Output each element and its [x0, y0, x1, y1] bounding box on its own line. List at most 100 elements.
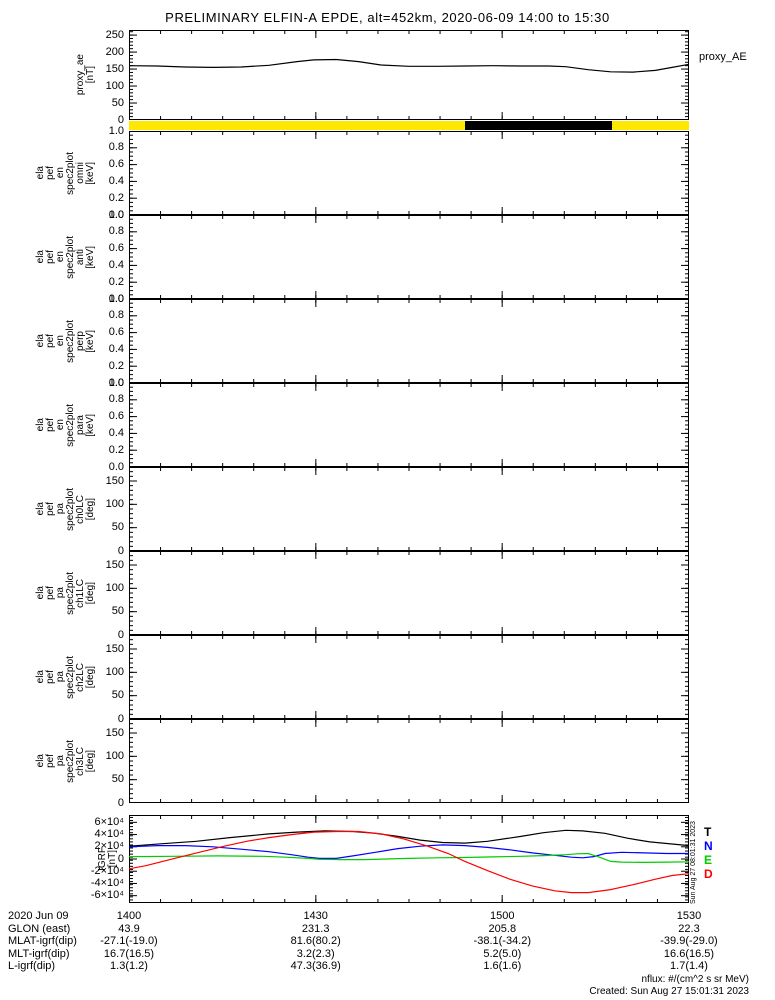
panel-label-line: [deg] — [85, 581, 96, 605]
ytick-label-pa_spec_ch1LC: 150 — [105, 558, 124, 571]
ytick-label-en_spec_para: 0.6 — [108, 410, 124, 423]
ytick-label-igrf: 0 — [117, 852, 124, 865]
panel-frame — [129, 299, 689, 383]
table-cell-time-1430: 1430 — [303, 910, 328, 922]
panel-pa_spec_ch2LC — [129, 635, 689, 719]
ytick-label-pa_spec_ch2LC: 150 — [105, 642, 124, 655]
table-cell-mlat-1430: 81.6(80.2) — [290, 935, 341, 947]
panel-label-line: [keV] — [85, 329, 96, 353]
ytick-label-en_spec_para: 0.0 — [108, 460, 124, 473]
ytick-label-en_spec_para: 0.4 — [108, 426, 124, 439]
ytick-label-igrf: -2×10⁴ — [90, 864, 124, 877]
ytick-label-pa_spec_ch2LC: 50 — [111, 689, 124, 702]
panel-en_spec_perp — [129, 299, 689, 383]
table-cell-glon-1430: 231.3 — [301, 922, 330, 935]
series-E — [129, 852, 689, 864]
panel-frame — [129, 131, 689, 215]
ytick-label-en_spec_omni: 0.8 — [108, 141, 124, 154]
table-cell-time-1400: 1400 — [116, 910, 142, 922]
panel-proxy_ae — [129, 30, 689, 120]
ytick-label-en_spec_anti: 0.6 — [108, 242, 124, 255]
plot-title: PRELIMINARY ELFIN-A EPDE, alt=452km, 202… — [165, 10, 610, 25]
ytick-label-proxy_ae: 150 — [105, 62, 124, 75]
panel-label-line: [nT] — [107, 850, 118, 868]
panel-frame — [129, 635, 689, 719]
panel-label-line: [keV] — [85, 245, 96, 269]
ytick-label-pa_spec_ch0LC: 0 — [117, 544, 124, 557]
table-row-label: MLAT-igrf(dip) — [8, 935, 77, 947]
ytick-label-en_spec_omni: 0.6 — [108, 158, 124, 171]
series-proxy_AE — [129, 58, 689, 73]
ytick-label-pa_spec_ch0LC: 100 — [105, 497, 124, 510]
ytick-label-en_spec_perp: 0.0 — [108, 376, 124, 389]
ytick-label-pa_spec_ch1LC: 100 — [105, 581, 124, 594]
table-cell-glon-1500: 205.8 — [488, 922, 517, 935]
panel-en_spec_para — [129, 383, 689, 467]
ytick-label-en_spec_anti: 0.8 — [108, 225, 124, 238]
ytick-label-igrf: -4×10⁴ — [90, 876, 124, 889]
ytick-label-proxy_ae: 100 — [105, 79, 124, 92]
panel-label-line: [deg] — [85, 665, 96, 689]
series-N — [129, 844, 689, 860]
series-T — [129, 829, 689, 847]
panel-frame — [129, 383, 689, 467]
ytick-label-en_spec_para: 0.8 — [108, 393, 124, 406]
table-cell-mlt-1530: 16.6(16.5) — [663, 947, 715, 960]
legend-letter-D: D — [704, 867, 713, 881]
panel-frame — [129, 467, 689, 551]
fast-segment — [129, 121, 465, 130]
table-cell-l-1400: 1.3(1.2) — [110, 960, 148, 972]
panel-frame — [129, 815, 689, 903]
ytick-label-en_spec_omni: 1.0 — [108, 124, 124, 137]
ytick-label-pa_spec_ch2LC: 100 — [105, 665, 124, 678]
panel-label-line: [keV] — [85, 161, 96, 185]
panel-label-line: [nT] — [85, 66, 96, 84]
panel-frame — [129, 215, 689, 299]
ytick-label-en_spec_perp: 0.2 — [108, 359, 124, 372]
table-cell-mlt-1500: 5.2(5.0) — [483, 947, 522, 960]
table-cell-glon-1400: 43.9 — [118, 922, 140, 935]
ytick-label-pa_spec_ch3LC: 100 — [105, 749, 124, 762]
ytick-label-en_spec_omni: 0.0 — [108, 208, 124, 221]
fast-segment — [465, 121, 612, 130]
legend-letter-N: N — [704, 839, 713, 853]
ytick-label-igrf: 6×10⁴ — [94, 815, 124, 828]
ytick-label-en_spec_perp: 0.4 — [108, 342, 124, 355]
panel-pa_spec_ch1LC — [129, 551, 689, 635]
ytick-label-en_spec_omni: 0.2 — [108, 191, 124, 204]
table-cell-glon-1530: 22.3 — [678, 922, 700, 935]
fast-segment-bar — [129, 121, 689, 130]
ytick-label-pa_spec_ch1LC: 50 — [111, 605, 124, 618]
panel-label-line: [deg] — [85, 497, 96, 521]
series-D — [129, 830, 689, 894]
ytick-label-pa_spec_ch1LC: 0 — [117, 628, 124, 641]
proxy-ae-right-label: proxy_AE — [699, 51, 747, 63]
panel-label-line: [deg] — [85, 749, 96, 773]
table-cell-time-1500: 1500 — [490, 910, 515, 922]
panel-label-en_spec_para: ela pef en spec2plot para [keV] — [6, 383, 96, 467]
table-row-label: MLT-igrf(dip) — [8, 947, 70, 960]
panel-frame — [129, 719, 689, 803]
ytick-label-pa_spec_ch3LC: 150 — [105, 726, 124, 739]
table-cell-mlat-1500: -38.1(-34.2) — [473, 935, 532, 947]
ytick-label-en_spec_omni: 0.4 — [108, 174, 124, 187]
table-cell-mlt-1400: 16.7(16.5) — [103, 947, 155, 960]
panel-label-line: [keV] — [85, 413, 96, 437]
table-row-label: 2020 Jun 09 — [8, 910, 69, 922]
table-cell-time-1530: 1530 — [676, 910, 702, 922]
ytick-label-en_spec_perp: 1.0 — [108, 292, 124, 305]
table-cell-mlat-1400: -27.1(-19.0) — [100, 935, 158, 947]
panel-en_spec_anti — [129, 215, 689, 299]
panel-label-pa_spec_ch0LC: ela pef pa spec2plot ch0LC [deg] — [6, 467, 96, 551]
panel-label-proxy_ae: proxy_ae [nT] — [6, 30, 96, 120]
ytick-label-en_spec_perp: 0.6 — [108, 326, 124, 339]
ytick-label-pa_spec_ch3LC: 0 — [117, 796, 124, 809]
panel-label-en_spec_omni: ela pef en spec2plot omni [keV] — [6, 131, 96, 215]
panel-label-en_spec_perp: ela pef en spec2plot perp [keV] — [6, 299, 96, 383]
ytick-label-pa_spec_ch0LC: 150 — [105, 474, 124, 487]
panel-label-pa_spec_ch1LC: ela pef pa spec2plot ch1LC [deg] — [6, 551, 96, 635]
table-cell-l-1500: 1.6(1.6) — [483, 960, 522, 972]
ytick-label-proxy_ae: 50 — [111, 96, 124, 109]
ytick-label-igrf: 4×10⁴ — [94, 828, 124, 841]
